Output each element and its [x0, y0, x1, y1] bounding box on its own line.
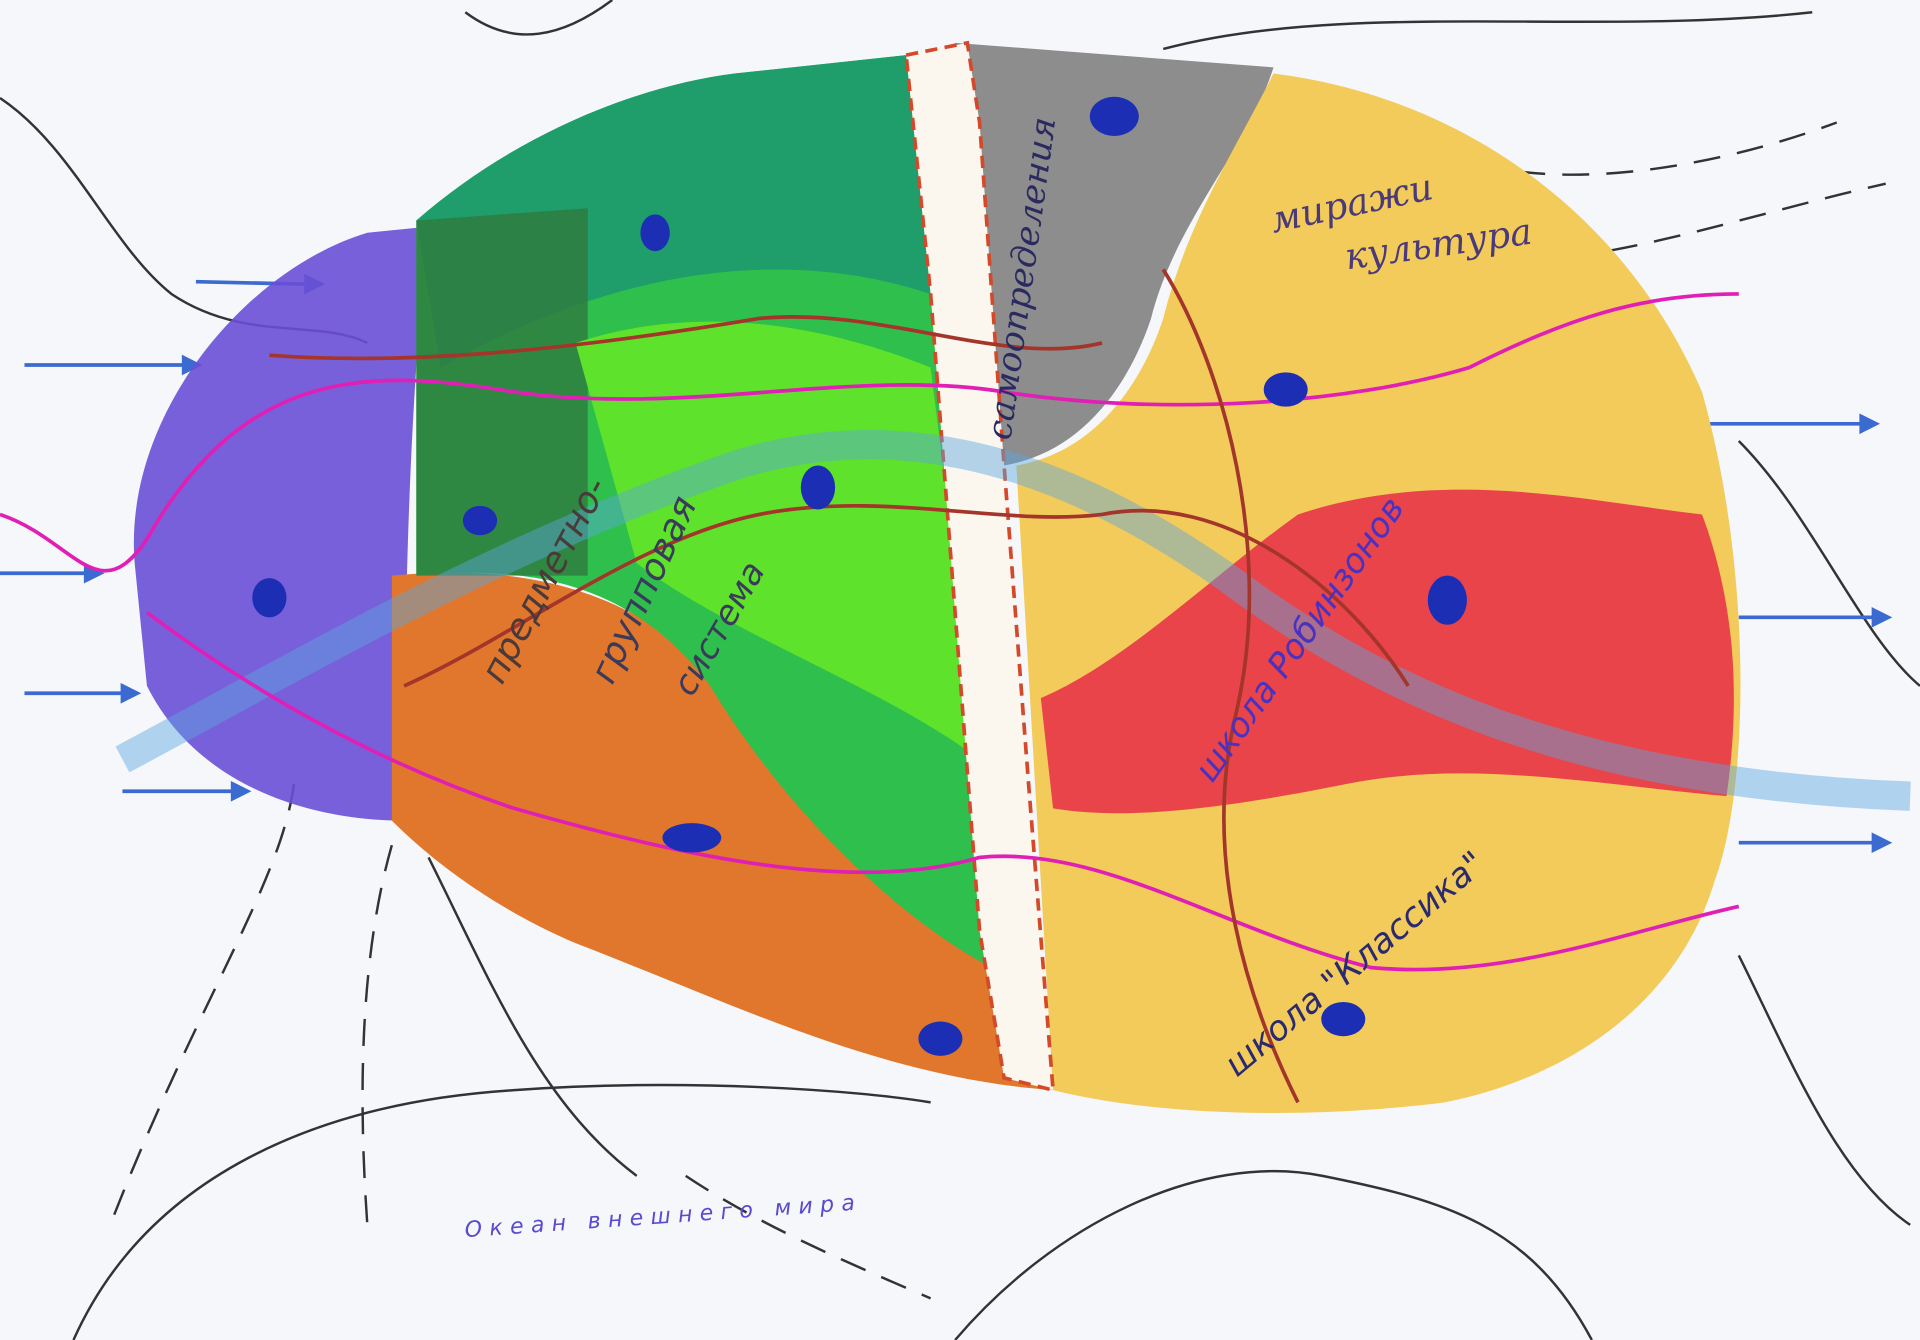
lake [918, 1021, 963, 1056]
arrow-head [230, 780, 252, 802]
road [403, 503, 1410, 688]
lake [1427, 575, 1467, 625]
lakes [252, 96, 1467, 1056]
line [954, 1169, 1593, 1340]
line [1567, 182, 1886, 259]
roads [0, 268, 1740, 1104]
arrow-head [1859, 413, 1881, 435]
line [109, 783, 296, 1226]
lake [252, 578, 287, 618]
lake [1321, 1001, 1366, 1037]
line [464, 0, 613, 36]
orange-region [391, 572, 1054, 1091]
arrow-head [1871, 832, 1893, 854]
line [1162, 11, 1813, 51]
river [115, 430, 1911, 811]
lake [800, 465, 836, 510]
purple-region [133, 226, 429, 821]
road [145, 610, 1740, 972]
road [1161, 268, 1300, 1104]
line [1737, 440, 1920, 687]
line [427, 856, 638, 1177]
light-green [575, 321, 980, 760]
arrows [0, 273, 1893, 854]
lake [662, 823, 722, 853]
arrow-head [181, 354, 203, 376]
line [361, 844, 394, 1225]
arrow-head [1871, 607, 1893, 628]
lake [462, 505, 498, 536]
line [1518, 121, 1838, 176]
arrow-head [120, 682, 142, 704]
road [269, 315, 1103, 361]
dark-band [416, 208, 588, 576]
road [0, 292, 1739, 573]
lake [1263, 372, 1308, 407]
lake [1089, 96, 1139, 136]
red-region [1040, 489, 1734, 814]
line [72, 1083, 931, 1340]
lake [640, 214, 670, 252]
zigzag-border [904, 40, 1056, 1093]
line [685, 1174, 932, 1300]
gray-region [955, 42, 1274, 466]
line [1737, 954, 1911, 1226]
